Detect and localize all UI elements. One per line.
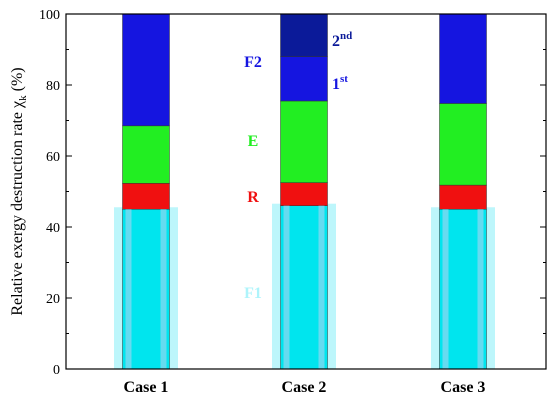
category-label: Case 3 [441, 379, 486, 396]
segment-label-r: R [247, 189, 259, 206]
bar-segment [280, 100, 328, 183]
f1-stripe [442, 209, 449, 369]
y-tick-label: 100 [39, 8, 60, 23]
f1-stripe [283, 205, 290, 369]
bar-segment [122, 125, 170, 184]
f1-stripe [125, 209, 132, 369]
first-number: 1 [332, 76, 340, 93]
bar-segment [280, 13, 328, 57]
bar-segment [439, 103, 487, 186]
bars-layer [114, 13, 495, 370]
f1-stripe [318, 205, 325, 369]
annotation-layer: F2 E R F1 2nd 1st [244, 30, 352, 302]
bar-segment [280, 56, 328, 102]
y-tick-label: 40 [46, 221, 60, 236]
axes-layer: Case 1 Case 2 Case 3 0 20 40 60 80 100 Relative e… [9, 8, 547, 396]
bar-segment [122, 183, 170, 210]
y-axis-title: Relative exergy destruction rate χk (%) [9, 67, 29, 315]
bar-segment [439, 184, 487, 210]
segment-label-e: E [248, 133, 259, 150]
y-tick-label: 60 [46, 150, 60, 165]
second-number: 2 [332, 33, 340, 50]
first-suffix: st [340, 73, 348, 85]
y-tick-label: 0 [53, 363, 60, 378]
category-label: Case 2 [282, 379, 327, 396]
bar-segment [280, 182, 328, 206]
y-tick-label: 20 [46, 292, 60, 307]
bar-segment [122, 13, 170, 127]
f1-stripe [477, 209, 484, 369]
second-suffix: nd [340, 30, 352, 42]
y-axis-title-subscript: k [17, 95, 29, 101]
y-tick-label: 80 [46, 79, 60, 94]
category-label: Case 1 [124, 379, 169, 396]
segment-label-f1: F1 [244, 285, 262, 302]
y-axis-title-main: Relative exergy destruction rate χ [9, 100, 26, 316]
segment-label-second: 2nd [332, 30, 352, 50]
segment-label-f2: F2 [244, 54, 262, 71]
y-axis-title-unit: (%) [9, 67, 26, 95]
bar-segment [439, 13, 487, 104]
f1-stripe [160, 209, 167, 369]
segment-label-first: 1st [332, 73, 348, 93]
